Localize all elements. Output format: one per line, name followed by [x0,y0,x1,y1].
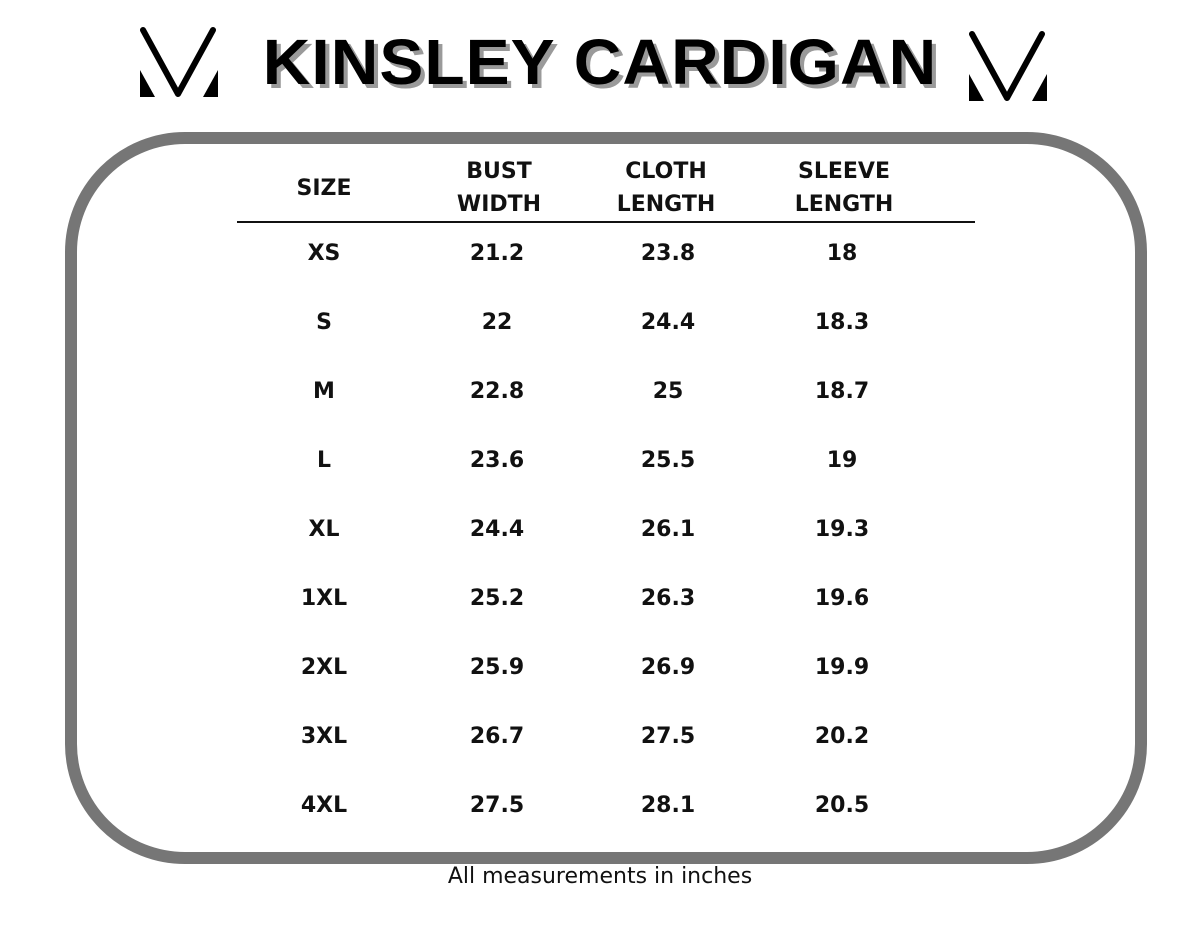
cell-size: XL [308,517,340,542]
cell-sleeve-length: 19.9 [814,655,870,680]
cell-sleeve-length: 18 [826,241,858,266]
cell-size: L [316,448,332,473]
size-chart-frame [65,132,1147,864]
logo-left-icon [140,27,218,97]
header-size-label: SIZE [296,176,352,201]
header-line1: CLOTH [625,159,707,184]
cell-bust-width: 27.5 [469,793,525,818]
cell-bust-width: 21.2 [469,241,525,266]
header-line2: WIDTH [456,192,542,217]
cell-size: 1XL [300,586,348,611]
cell-sleeve-length: 20.5 [814,793,870,818]
header-sleeve-length: SLEEVE LENGTH [744,155,944,221]
cell-size: M [313,379,335,404]
cell-cloth-length: 27.5 [640,724,696,749]
cell-sleeve-length: 18.3 [814,310,870,335]
logo-right-icon [969,31,1047,101]
cell-bust-width: 22 [481,310,513,335]
cell-cloth-length: 26.1 [640,517,696,542]
cell-size: 3XL [300,724,348,749]
header-line2: LENGTH [616,192,716,217]
cell-bust-width: 25.2 [469,586,525,611]
header-line1: SLEEVE [798,159,890,184]
header-divider [237,221,975,223]
page-title: KINSLEY CARDIGAN [262,26,938,98]
cell-cloth-length: 28.1 [640,793,696,818]
header-size: SIZE [224,172,424,205]
cell-cloth-length: 24.4 [640,310,696,335]
cell-size: S [316,310,332,335]
cell-size: 2XL [300,655,348,680]
cell-cloth-length: 26.3 [640,586,696,611]
cell-cloth-length: 23.8 [640,241,696,266]
cell-bust-width: 26.7 [469,724,525,749]
cell-bust-width: 24.4 [469,517,525,542]
header-cloth-length: CLOTH LENGTH [566,155,766,221]
cell-cloth-length: 25 [652,379,684,404]
cell-bust-width: 25.9 [469,655,525,680]
cell-cloth-length: 26.9 [640,655,696,680]
footnote: All measurements in inches [447,864,753,889]
cell-cloth-length: 25.5 [640,448,696,473]
header-bust-width: BUST WIDTH [399,155,599,221]
cell-sleeve-length: 20.2 [814,724,870,749]
header-line1: BUST [466,159,532,184]
cell-sleeve-length: 19 [826,448,858,473]
cell-sleeve-length: 18.7 [814,379,870,404]
header-line2: LENGTH [794,192,894,217]
cell-sleeve-length: 19.3 [814,517,870,542]
cell-sleeve-length: 19.6 [814,586,870,611]
cell-size: 4XL [300,793,348,818]
cell-bust-width: 23.6 [469,448,525,473]
cell-bust-width: 22.8 [469,379,525,404]
cell-size: XS [307,241,341,266]
